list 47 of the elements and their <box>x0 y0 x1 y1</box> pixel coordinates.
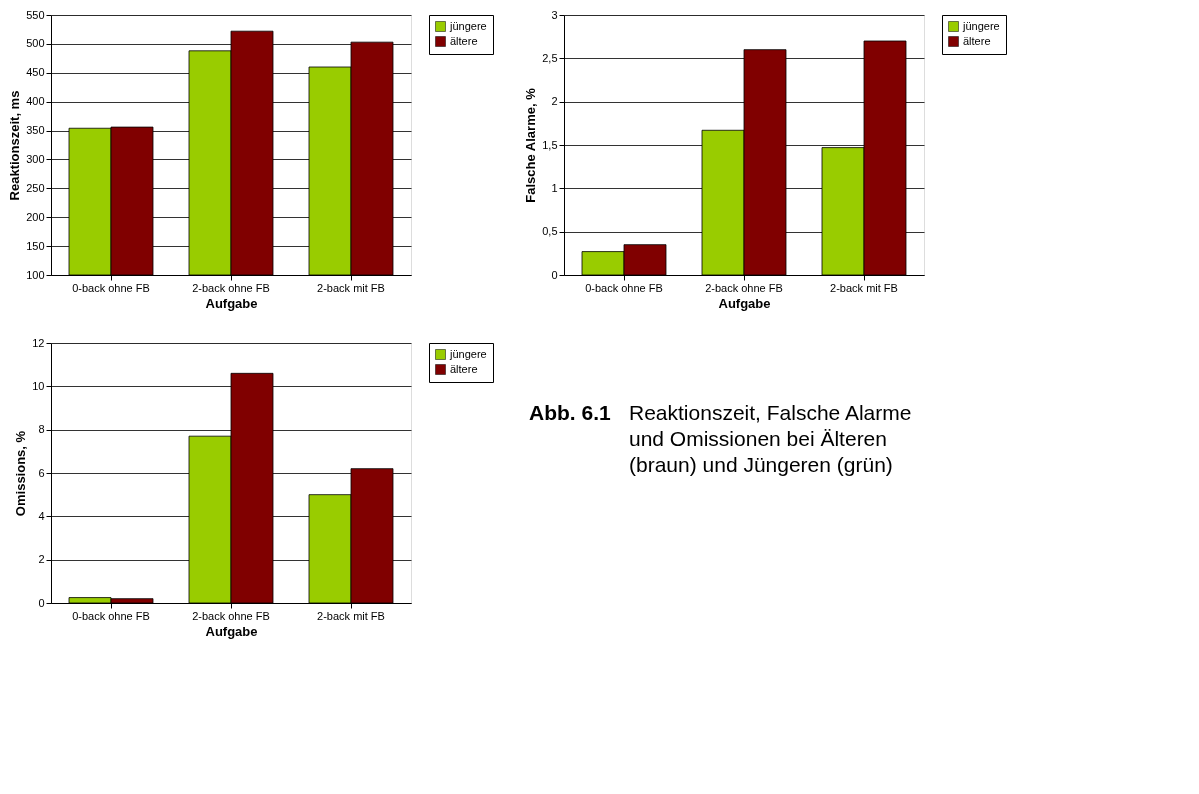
y-tick-label: 2,5 <box>542 51 558 64</box>
y-tick-label: 550 <box>26 8 45 21</box>
x-tick-label: 0-back ohne FB <box>72 281 150 294</box>
x-axis-title: Aufgabe <box>205 623 258 639</box>
y-tick-label: 10 <box>32 379 45 392</box>
y-tick-label: 1 <box>551 181 558 194</box>
y-tick-label: 200 <box>26 210 45 223</box>
x-tick-label: 2-back mit FB <box>317 609 385 622</box>
y-tick-label: 12 <box>32 336 45 349</box>
legend-label: jüngere <box>449 347 487 360</box>
y-tick-label: 0 <box>551 268 558 281</box>
caption: Abb. 6.1 <box>529 401 611 424</box>
y-tick-label: 3 <box>551 8 558 21</box>
y-tick-label: 500 <box>26 37 45 50</box>
y-tick-label: 4 <box>38 509 45 522</box>
y-axis-title: Reaktionszeit, ms <box>7 90 23 201</box>
y-tick-label: 300 <box>26 152 45 165</box>
x-tick-label: 0-back ohne FB <box>72 609 150 622</box>
x-tick-label: 0-back ohne FB <box>585 281 663 294</box>
y-tick-label: 1,5 <box>542 138 558 151</box>
y-tick-label: 450 <box>26 66 45 79</box>
legend-label: ältere <box>450 362 478 375</box>
x-axis-title: Aufgabe <box>205 295 258 311</box>
x-tick-label: 2-back ohne FB <box>705 281 783 294</box>
y-tick-label: 100 <box>26 268 45 281</box>
y-tick-label: 400 <box>26 95 45 108</box>
y-tick-label: 6 <box>38 466 45 479</box>
y-tick-label: 250 <box>26 181 45 194</box>
x-tick-label: 2-back mit FB <box>317 281 385 294</box>
y-tick-label: 150 <box>26 239 45 252</box>
x-tick-label: 2-back ohne FB <box>192 609 270 622</box>
y-axis-title: Omissions, % <box>13 430 29 517</box>
x-axis-title: Aufgabe <box>718 295 771 311</box>
legend-label: ältere <box>963 34 991 47</box>
y-tick-label: 2 <box>38 553 45 566</box>
legend-label: jüngere <box>449 19 487 32</box>
y-tick-label: 0,5 <box>542 225 558 238</box>
y-axis-title: Falsche Alarme, % <box>523 87 539 203</box>
y-tick-label: 8 <box>38 423 45 436</box>
y-tick-label: 0 <box>38 596 45 609</box>
text: Reaktionszeit, Falsche Alarme und Omissionen bei Älteren (braun) und Jüngeren (grün) <box>629 401 912 476</box>
x-tick-label: 2-back ohne FB <box>192 281 270 294</box>
y-tick-label: 2 <box>551 95 558 108</box>
y-tick-label: 350 <box>26 124 45 137</box>
legend-label: ältere <box>450 34 478 47</box>
x-tick-label: 2-back mit FB <box>830 281 898 294</box>
legend-label: jüngere <box>962 19 1000 32</box>
